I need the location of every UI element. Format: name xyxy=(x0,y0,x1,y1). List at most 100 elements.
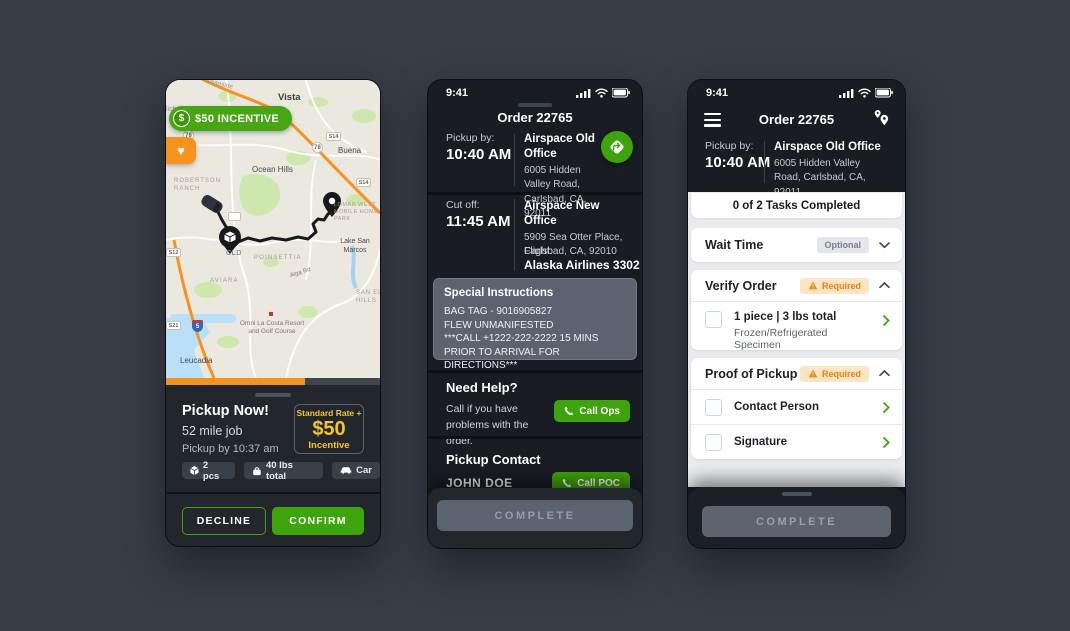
divider xyxy=(428,370,642,373)
offer-pickup-by: Pickup by 10:37 am xyxy=(182,443,279,455)
offer-timer-fill xyxy=(166,378,306,385)
phone-pickup-tasks: 9:41 Order 22765 Pickup by: 10:40 AM Air… xyxy=(688,80,905,548)
cell-signal-icon xyxy=(839,89,854,98)
dropoff-place-name: Airspace New Office xyxy=(524,200,600,227)
divider xyxy=(428,192,642,195)
wifi-icon xyxy=(595,88,608,98)
map-roads xyxy=(166,80,380,378)
flight-label: Flight: xyxy=(524,245,553,257)
complete-button[interactable]: COMPLETE xyxy=(437,500,633,531)
dropoff-place-address: 5909 Sea Otter Place, Carlsbad, CA, 9201… xyxy=(524,231,623,258)
road-badge-s21: S21 xyxy=(166,321,181,330)
offer-timer-bar xyxy=(166,378,380,385)
call-ops-label: Call Ops xyxy=(579,405,620,417)
navigate-icon xyxy=(610,140,624,154)
rate-amount: $50 xyxy=(312,417,346,440)
cutoff-label: Cut off: xyxy=(446,199,480,211)
need-help-title: Need Help? xyxy=(446,380,518,395)
pickup-by-time: 10:40 AM xyxy=(446,146,512,163)
special-instructions-card: Special Instructions BAG TAG - 901690582… xyxy=(433,278,637,371)
phone-icon xyxy=(563,478,572,488)
chevron-up-icon xyxy=(879,370,890,377)
call-ops-button[interactable]: Call Ops xyxy=(554,400,630,422)
status-bar: 9:41 xyxy=(428,86,642,102)
vehicle-chip-label: Car xyxy=(356,465,372,476)
map-pins-icon xyxy=(874,109,889,126)
item-checkbox[interactable] xyxy=(705,311,722,328)
map-ocean xyxy=(166,318,210,378)
car-icon xyxy=(340,467,352,474)
incentive-label: $50 INCENTIVE xyxy=(195,112,279,125)
status-bar: 9:41 xyxy=(688,86,905,102)
map-lake xyxy=(350,245,358,289)
task-verify-order-header[interactable]: Verify Order Required xyxy=(691,270,902,301)
map-pins-button[interactable] xyxy=(872,109,891,133)
item-subtitle: Frozen/Refrigerated Specimen xyxy=(734,327,828,351)
pieces-chip-label: 2 pcs xyxy=(202,459,220,482)
map-view[interactable]: Oceanside lich Vista Buena Ocean Hills R… xyxy=(166,80,380,378)
warning-icon xyxy=(808,281,818,290)
cutoff-time: 11:45 AM xyxy=(446,213,511,230)
item-checkbox[interactable] xyxy=(705,433,722,451)
chevron-right-icon xyxy=(883,315,890,326)
complete-sheet: COMPLETE xyxy=(688,487,905,548)
drag-handle[interactable] xyxy=(781,492,812,496)
task-proof-header[interactable]: Proof of Pickup Required xyxy=(691,358,902,389)
pickup-place-address: 6005 Hidden Valley Road, Carlsbad, CA, 9… xyxy=(524,164,587,220)
pieces-chip: 2 pcs xyxy=(182,459,236,482)
weight-icon xyxy=(253,466,261,475)
road-badge-s14: S14 xyxy=(356,178,371,187)
weight-chip-label: 40 lbs total xyxy=(265,459,293,482)
navigate-button[interactable] xyxy=(601,131,633,163)
chevron-up-icon xyxy=(879,282,890,289)
divider xyxy=(428,436,642,439)
offer-actions: DECLINE CONFIRM xyxy=(166,492,380,546)
decline-button[interactable]: DECLINE xyxy=(182,507,266,535)
phone-order-details: 9:41 Order 22765 Pickup by: 10:40 AM Air… xyxy=(428,80,642,548)
menu-button[interactable] xyxy=(704,113,721,127)
item-title: 1 piece | 3 lbs total xyxy=(734,311,837,323)
special-instructions-title: Special Instructions xyxy=(444,287,554,299)
divider xyxy=(764,141,765,183)
confirm-button[interactable]: CONFIRM xyxy=(272,507,364,535)
pickup-contact-title: Pickup Contact xyxy=(446,452,541,467)
chevron-down-icon xyxy=(879,241,890,249)
rate-label: Standard Rate + xyxy=(296,407,362,418)
wifi-icon xyxy=(858,88,871,98)
task-verify-order: Verify Order Required 1 piece | 3 lbs to… xyxy=(691,270,902,351)
vehicle-chip: Car xyxy=(332,462,380,479)
rate-incentive-box: Standard Rate + $50 Incentive xyxy=(294,404,364,454)
pickup-place-name: Airspace Old Office xyxy=(774,141,881,153)
pickup-by-label: Pickup by: xyxy=(705,140,754,152)
task-title: Proof of Pickup xyxy=(705,366,798,381)
drag-handle[interactable] xyxy=(255,393,291,397)
offer-distance: 52 mile job xyxy=(182,424,243,438)
package-icon xyxy=(190,466,199,475)
rate-sublabel: Incentive xyxy=(308,439,350,451)
order-title: Order 22765 xyxy=(497,110,573,125)
truck-marker-icon xyxy=(201,194,223,214)
proof-item-row[interactable]: Signature xyxy=(691,425,902,459)
flight-number: Alaska Airlines 3302 xyxy=(524,258,640,272)
divider xyxy=(514,199,515,271)
chevron-right-icon xyxy=(883,436,890,448)
order-title: Order 22765 xyxy=(758,112,835,127)
warning-icon xyxy=(808,369,818,378)
need-help-body: Call if you have problems with the order… xyxy=(446,403,529,447)
drag-handle[interactable] xyxy=(518,103,552,107)
tasks-progress-header: 0 of 2 Tasks Completed xyxy=(691,193,902,218)
incentive-badge: $ $50 INCENTIVE xyxy=(169,106,292,131)
proof-item-row[interactable]: Contact Person xyxy=(691,390,902,424)
heart-icon: ♥ xyxy=(177,143,185,158)
favorite-button[interactable]: ♥ xyxy=(166,137,196,164)
battery-icon xyxy=(875,88,893,98)
verify-item-row[interactable]: 1 piece | 3 lbs total Frozen/Refrigerate… xyxy=(691,302,902,351)
special-instructions-line: BAG TAG - 9016905827 xyxy=(444,306,553,317)
task-title: Verify Order xyxy=(705,278,777,293)
complete-button[interactable]: COMPLETE xyxy=(702,506,891,537)
item-checkbox[interactable] xyxy=(705,398,722,416)
phone-job-offer: Oceanside lich Vista Buena Ocean Hills R… xyxy=(166,80,380,546)
task-wait-time[interactable]: Wait Time Optional xyxy=(691,228,902,262)
status-time: 9:41 xyxy=(706,87,729,99)
